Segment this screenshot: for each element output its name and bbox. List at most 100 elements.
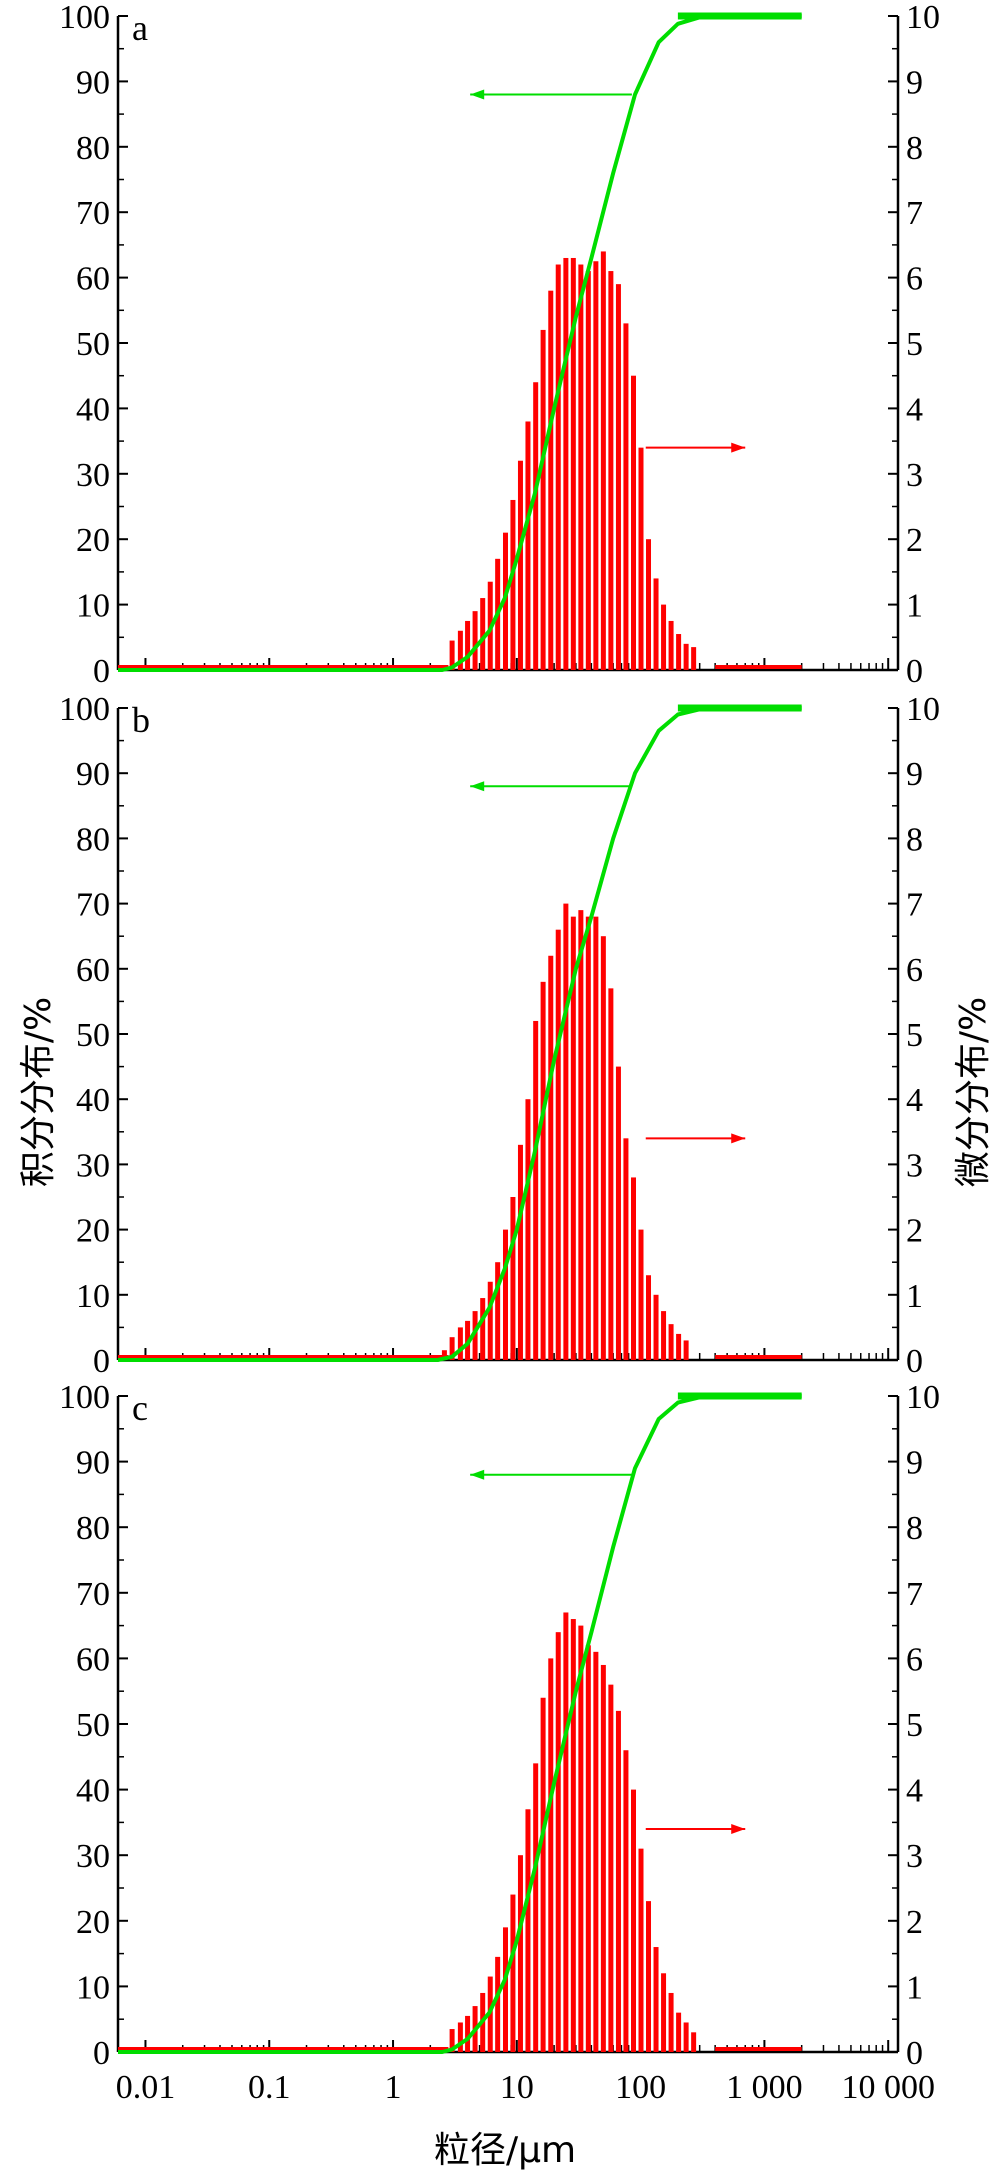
x-tick-label: 0.1 bbox=[248, 2069, 291, 2106]
right-tick-label: 1 bbox=[906, 1969, 923, 2006]
right-tick-label: 0 bbox=[906, 2035, 923, 2072]
differential-bar bbox=[472, 1311, 478, 1360]
right-tick-label: 6 bbox=[906, 261, 923, 298]
right-tick-label: 7 bbox=[906, 1576, 923, 1613]
differential-bar bbox=[676, 2012, 682, 2052]
differential-bar bbox=[503, 532, 509, 670]
left-tick-label: 90 bbox=[76, 64, 110, 101]
x-tick-label: 10 bbox=[500, 2069, 534, 2106]
differential-bar bbox=[593, 261, 599, 670]
differential-bar bbox=[615, 1710, 621, 2052]
right-tick-label: 6 bbox=[906, 1641, 923, 1678]
differential-bar bbox=[653, 1947, 659, 2052]
right-tick-label: 10 bbox=[906, 691, 940, 728]
differential-bar bbox=[555, 264, 561, 670]
differential-bar bbox=[533, 1763, 539, 2052]
differential-bar bbox=[653, 1294, 659, 1360]
differential-bar bbox=[510, 1197, 516, 1360]
differential-bar bbox=[525, 1809, 531, 2052]
differential-bar bbox=[585, 271, 591, 670]
left-tick-label: 30 bbox=[76, 457, 110, 494]
differential-bar bbox=[615, 1066, 621, 1360]
right-tick-label: 9 bbox=[906, 1445, 923, 1482]
differential-bar bbox=[668, 1324, 674, 1360]
differential-baseline-low bbox=[118, 665, 449, 669]
differential-bar bbox=[646, 1275, 652, 1360]
differential-bar bbox=[517, 460, 523, 670]
differential-bar bbox=[668, 1992, 674, 2052]
left-tick-label: 60 bbox=[76, 1641, 110, 1678]
panel-a: 0 10 20 30 40 50 60 70 80 90 100 0 1 2 3 4 5 6 7 8 9 10 a bbox=[59, 0, 940, 690]
panels: 0102030405060708090100012345678910a01020… bbox=[59, 0, 940, 2072]
differential-bar bbox=[570, 257, 576, 670]
differential-bar bbox=[449, 2029, 455, 2052]
x-tick-label: 10 000 bbox=[841, 2069, 935, 2106]
differential-bar bbox=[517, 1855, 523, 2052]
right-tick-label: 1 bbox=[906, 588, 923, 625]
left-tick-label: 80 bbox=[76, 821, 110, 858]
differential-bar bbox=[510, 499, 516, 670]
differential-baseline-high bbox=[715, 1355, 802, 1359]
differential-bar bbox=[578, 910, 584, 1360]
right-tick-label: 5 bbox=[906, 1707, 923, 1744]
left-tick-label: 70 bbox=[76, 195, 110, 232]
left-tick-label: 50 bbox=[76, 1017, 110, 1054]
left-tick-label: 90 bbox=[76, 1445, 110, 1482]
right-tick-label: 6 bbox=[906, 952, 923, 989]
left-tick-label: 10 bbox=[76, 588, 110, 625]
right-tick-label: 2 bbox=[906, 1213, 923, 1250]
panel-label-c: c bbox=[132, 1388, 148, 1428]
left-tick-label: 100 bbox=[59, 691, 110, 728]
left-tick-label: 100 bbox=[59, 1379, 110, 1416]
differential-bar bbox=[608, 1684, 614, 2052]
differential-bar bbox=[638, 447, 644, 670]
differential-bar bbox=[503, 1927, 509, 2052]
right-tick-label: 2 bbox=[906, 1904, 923, 1941]
cumulative-curve bbox=[118, 706, 802, 1362]
left-tick-label: 60 bbox=[76, 952, 110, 989]
x-tick-label: 1 bbox=[385, 2069, 402, 2106]
differential-bar bbox=[495, 1262, 501, 1360]
left-tick-label: 100 bbox=[59, 0, 110, 36]
left-tick-label: 0 bbox=[93, 653, 110, 690]
differential-baseline-high bbox=[715, 2047, 802, 2051]
differential-bar bbox=[683, 2022, 689, 2052]
differential-bar bbox=[578, 264, 584, 670]
differential-bar bbox=[457, 2022, 463, 2052]
differential-bar bbox=[441, 1350, 447, 1360]
differential-bar bbox=[585, 916, 591, 1360]
left-tick-label: 40 bbox=[76, 391, 110, 428]
right-tick-label: 5 bbox=[906, 326, 923, 363]
differential-bar bbox=[615, 284, 621, 670]
right-tick-label: 7 bbox=[906, 195, 923, 232]
panel-label-a: a bbox=[132, 8, 148, 48]
differential-bar bbox=[646, 539, 652, 670]
y-left-axis-title: 积分分布/% bbox=[18, 997, 59, 1187]
right-tick-label: 4 bbox=[906, 1082, 923, 1119]
right-tick-label: 0 bbox=[906, 653, 923, 690]
left-tick-label: 80 bbox=[76, 130, 110, 167]
differential-bar bbox=[585, 1645, 591, 2052]
differential-bar bbox=[517, 1144, 523, 1360]
left-tick-label: 80 bbox=[76, 1510, 110, 1547]
differential-bar bbox=[487, 1281, 493, 1360]
differential-bar bbox=[457, 630, 463, 670]
differential-bar bbox=[691, 647, 697, 670]
y-right-axis-title: 微分分布/% bbox=[953, 997, 994, 1187]
left-tick-label: 40 bbox=[76, 1773, 110, 1810]
right-tick-label: 3 bbox=[906, 1147, 923, 1184]
right-tick-label: 1 bbox=[906, 1278, 923, 1315]
differential-baseline-low bbox=[118, 1355, 449, 1359]
differential-bar bbox=[555, 1632, 561, 2052]
right-tick-label: 3 bbox=[906, 457, 923, 494]
arrow-left-icon bbox=[470, 1469, 485, 1480]
differential-bar bbox=[548, 290, 554, 670]
left-tick-label: 30 bbox=[76, 1838, 110, 1875]
right-tick-label: 8 bbox=[906, 130, 923, 167]
differential-bar bbox=[548, 955, 554, 1360]
left-tick-label: 10 bbox=[76, 1278, 110, 1315]
differential-bar bbox=[503, 1229, 509, 1360]
x-tick-label: 0.01 bbox=[116, 2069, 176, 2106]
arrow-left-icon bbox=[470, 89, 485, 100]
